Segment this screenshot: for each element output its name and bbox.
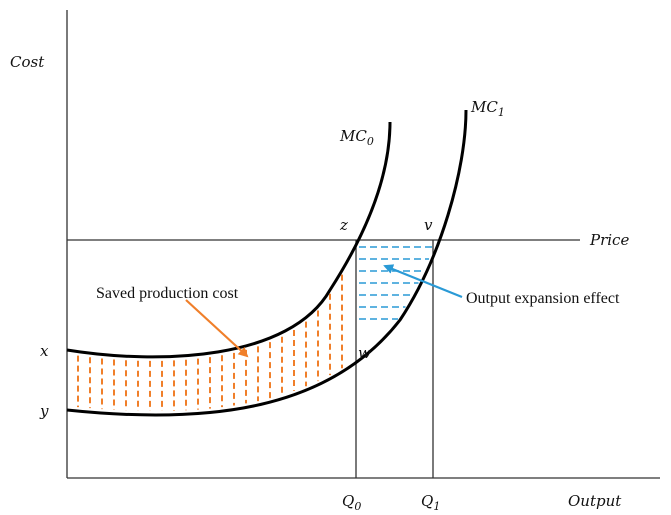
q1-label-sub: 1 — [433, 500, 440, 513]
point-y-label: y — [39, 402, 49, 420]
mc1-label-sub: 1 — [498, 106, 505, 119]
output-expansion-hatch — [359, 246, 435, 320]
saved-production-cost-hatch — [77, 274, 343, 412]
mc1-label: MC1 — [470, 98, 505, 119]
expansion-arrow — [383, 264, 463, 299]
mc1-label-main: MC — [470, 98, 498, 116]
expansion-annotation: Output expansion effect — [466, 290, 620, 307]
point-x-label: x — [40, 342, 49, 360]
mc0-label-main: MC — [339, 127, 367, 145]
saved-cost-annotation: Saved production cost — [96, 285, 239, 302]
q0-label-sub: 0 — [354, 500, 361, 513]
point-v-label: v — [424, 216, 433, 234]
mc0-label: MC0 — [339, 127, 374, 148]
q1-label-main: Q — [421, 492, 433, 510]
mc0-label-sub: 0 — [367, 135, 374, 148]
q0-label-main: Q — [342, 492, 354, 510]
mc1-curve — [66, 109, 468, 417]
point-z-label: z — [339, 216, 348, 234]
point-w-label: w — [358, 344, 371, 362]
saved-cost-arrow — [185, 299, 249, 358]
y-axis-label: Cost — [10, 53, 45, 71]
q0-label: Q0 — [342, 492, 361, 513]
x-axis-label: Output — [568, 492, 622, 510]
price-label: Price — [589, 231, 629, 249]
q1-label: Q1 — [421, 492, 440, 513]
mc0-curve — [66, 121, 392, 359]
